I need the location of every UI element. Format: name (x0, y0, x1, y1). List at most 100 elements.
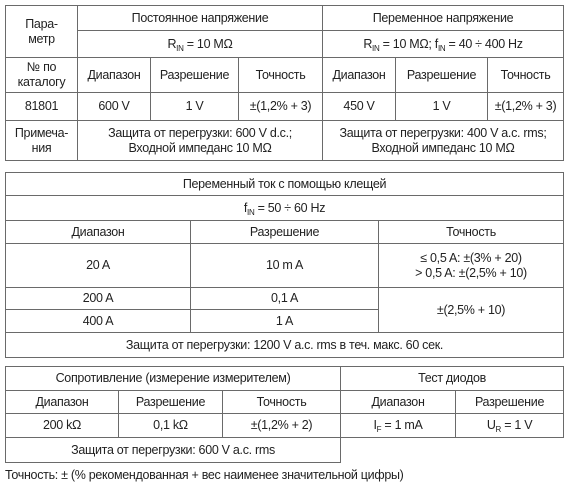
note: Защита от перегрузки: 600 V a.c. rms (4, 437, 342, 463)
column-header: Разрешение (150, 57, 239, 93)
table-row: 20 A 10 m A ≤ 0,5 A: ±(3% + 20) > 0,5 A: … (5, 243, 565, 288)
table-title: Переменный ток с помощью клещей (4, 172, 565, 196)
subscript: IN (176, 43, 184, 53)
text: метр (28, 31, 55, 46)
text: каталогу (17, 75, 66, 89)
cell: 0,1 kΩ (118, 413, 223, 438)
column-header: Диапазон (5, 390, 119, 414)
ac-condition: RIN = 10 MΩ; fIN = 40 ÷ 400 Hz (322, 30, 565, 58)
column-header: Диапазон (77, 57, 151, 93)
column-header: Разрешение (118, 390, 223, 414)
ac-note: Защита от перегрузки: 400 V a.c. rms; Вхо… (322, 120, 565, 161)
table-row: 400 A 1 A (5, 309, 564, 333)
text: = 1 mA (381, 418, 423, 432)
table-row: Сопротивление (измерение измерителем) Те… (4, 366, 565, 391)
cell: 1 V (150, 92, 239, 121)
table-row: fIN = 50 ÷ 60 Hz (4, 195, 565, 221)
resistance-diode-table: Сопротивление (измерение измерителем) Те… (4, 366, 565, 463)
text: > 0,5 A: ±(2,5% + 10) (415, 265, 527, 280)
table-row: 200 A 0,1 A ±(2,5% + 10) (5, 287, 565, 333)
column-header: Диапазон (5, 220, 191, 244)
cell: 0,1 A (190, 287, 379, 310)
table-row: Диапазон Разрешение Точность (5, 220, 565, 244)
column-header: Разрешение (395, 57, 489, 93)
table-row: Переменный ток с помощью клещей (4, 172, 565, 196)
column-header: Диапазон (340, 390, 457, 414)
text: U (486, 418, 496, 432)
column-header: Точность (221, 390, 342, 414)
table-title: Тест диодов (340, 366, 565, 391)
text: № по (26, 60, 57, 74)
parameter-label: Пара-метр (5, 5, 78, 58)
cell: 1 A (190, 309, 379, 333)
text: = 1 V (501, 418, 533, 432)
cell: UR = 1 V (455, 413, 565, 438)
footnote: Точность: ± (% рекомендованная + вес наи… (5, 468, 404, 482)
dc-title: Постоянное напряжение (76, 5, 324, 31)
text: f (243, 200, 248, 215)
catalog-label: № по каталогу (5, 57, 78, 93)
text: ния (31, 140, 52, 155)
text: Примеча- (14, 125, 69, 140)
column-header: Разрешение (190, 220, 379, 244)
cell: ±(1,2% + 2) (221, 413, 342, 438)
table-row: 81801 600 V 1 V ±(1,2% + 3) 450 V 1 V ±(… (5, 92, 565, 121)
text: I (373, 418, 377, 432)
cell: ±(1,2% + 3) (237, 92, 324, 121)
dc-condition: RIN = 10 MΩ (76, 30, 324, 58)
cell: 450 V (322, 92, 397, 121)
subscript: IN (372, 43, 380, 53)
cell: ±(2,5% + 10) (377, 287, 565, 333)
dc-note: Защита от перегрузки: 600 V d.c.; Входной… (76, 120, 324, 161)
column-header: Точность (487, 57, 565, 93)
table-row: 200 kΩ 0,1 kΩ ±(1,2% + 2) IF = 1 mA UR =… (5, 413, 565, 438)
cell: 81801 (5, 92, 78, 121)
text: = 10 MΩ (183, 36, 233, 51)
table-title: Сопротивление (измерение измерителем) (4, 366, 342, 391)
note: Защита от перегрузки: 1200 V a.c. rms в … (4, 332, 565, 358)
cell: 20 A (5, 243, 191, 288)
text: = 10 MΩ; f (379, 36, 439, 51)
table-row: Примеча-ния Защита от перегрузки: 600 V … (5, 120, 565, 161)
subscript: F (376, 425, 382, 434)
table-row: Диапазон Разрешение Точность Диапазон Ра… (5, 390, 565, 414)
text: Входной импеданс 10 MΩ (371, 140, 515, 155)
column-header: Точность (237, 57, 324, 93)
voltage-table: Пара-метр Постоянное напряжение Переменн… (5, 5, 565, 161)
condition: fIN = 50 ÷ 60 Hz (4, 195, 565, 221)
subscript: IN (247, 207, 255, 217)
table-row: Защита от перегрузки: 600 V a.c. rms (4, 437, 564, 463)
column-header: Точность (377, 220, 565, 244)
cell: 400 A (5, 309, 191, 333)
text: Защита от перегрузки: 400 V a.c. rms; (339, 125, 547, 140)
cell: IF = 1 mA (340, 413, 457, 438)
table-row: № по каталогу Диапазон Разрешение Точност… (5, 57, 565, 93)
cell: 200 kΩ (5, 413, 119, 438)
text: R (363, 36, 373, 51)
table-row: RIN = 10 MΩ RIN = 10 MΩ; fIN = 40 ÷ 400 … (6, 30, 565, 58)
notes-label: Примеча-ния (5, 120, 78, 161)
cell: ±(1,2% + 3) (487, 92, 565, 121)
cell: 10 m A (190, 243, 379, 288)
text: = 40 ÷ 400 Hz (445, 36, 524, 51)
cell: 200 A (5, 287, 191, 310)
table-row: Защита от перегрузки: 1200 V a.c. rms в … (4, 332, 565, 358)
ac-title: Переменное напряжение (322, 5, 565, 31)
cell: 600 V (77, 92, 151, 121)
cell: ≤ 0,5 A: ±(3% + 20) > 0,5 A: ±(2,5% + 10) (377, 243, 565, 288)
table-row: Пара-метр Постоянное напряжение Переменн… (5, 5, 565, 58)
text: Пара- (25, 16, 58, 31)
text: = 50 ÷ 60 Hz (254, 200, 326, 215)
clamp-table: Переменный ток с помощью клещей fIN = 50… (4, 172, 565, 358)
text: Защита от перегрузки: 600 V d.c.; (108, 125, 292, 140)
column-header: Диапазон (322, 57, 397, 93)
cell: 1 V (395, 92, 489, 121)
text: ≤ 0,5 A: ±(3% + 20) (420, 250, 522, 265)
text: Входной импеданс 10 MΩ (128, 140, 272, 155)
subscript: IN (437, 43, 446, 53)
subscript: R (495, 425, 502, 434)
text: R (167, 36, 177, 51)
column-header: Разрешение (455, 390, 565, 414)
